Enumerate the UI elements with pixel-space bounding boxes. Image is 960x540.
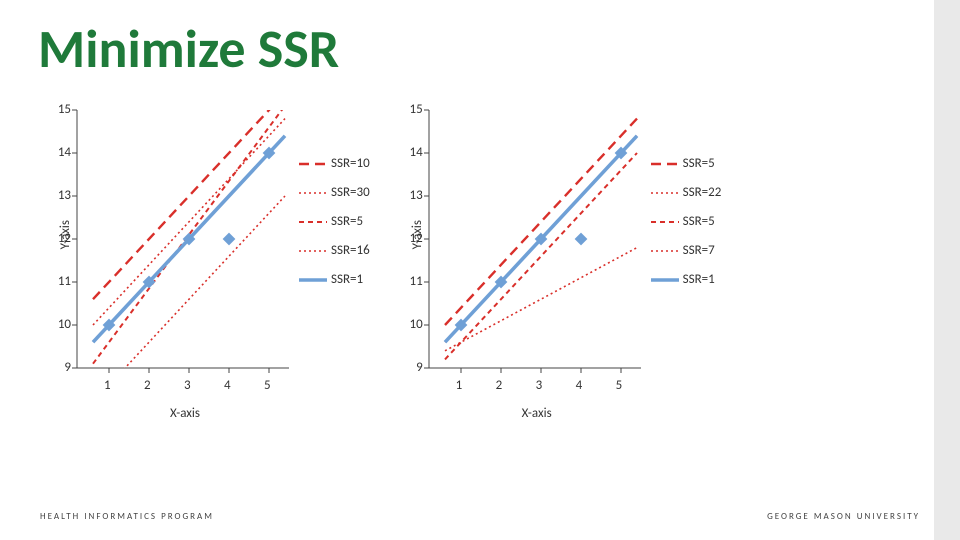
legend-swatch	[299, 273, 327, 287]
y-tick-label: 10	[47, 317, 71, 332]
legend-swatch	[299, 186, 327, 200]
legend-item: SSR=7	[651, 243, 722, 258]
y-tick-label: 14	[47, 145, 71, 160]
slide: Minimize SSR Y-axis910111213141512345X-a…	[0, 0, 960, 540]
legend-item: SSR=30	[299, 185, 370, 200]
x-tick-label: 3	[184, 378, 191, 393]
plot-area: 910111213141512345	[427, 110, 647, 396]
series-line	[445, 248, 637, 351]
legend-item: SSR=1	[299, 272, 370, 287]
legend-swatch	[651, 157, 679, 171]
x-tick-label: 3	[536, 378, 543, 393]
legend-item: SSR=16	[299, 243, 370, 258]
x-tick-label: 1	[456, 378, 463, 393]
legend-item: SSR=1	[651, 272, 722, 287]
legend-item: SSR=5	[651, 214, 722, 229]
y-tick-label: 15	[399, 102, 423, 117]
chart-block: 910111213141512345X-axis	[75, 110, 295, 421]
legend-item: SSR=5	[299, 214, 370, 229]
legend-label: SSR=22	[683, 185, 722, 200]
legend-label: SSR=30	[331, 185, 370, 200]
data-marker	[223, 233, 236, 246]
chart-1: Y-axis910111213141512345X-axisSSR=10SSR=…	[58, 110, 370, 450]
x-axis-label: X-axis	[170, 406, 200, 421]
legend-label: SSR=7	[683, 243, 715, 258]
legend-label: SSR=1	[683, 272, 715, 287]
y-tick-label: 15	[47, 102, 71, 117]
legend-swatch	[651, 215, 679, 229]
footer-right: GEORGE MASON UNIVERSITY	[767, 511, 920, 522]
y-tick-label: 9	[399, 360, 423, 375]
chart-svg	[75, 110, 295, 374]
legend: SSR=10 SSR=30 SSR=5 SSR=16 SSR=1	[299, 156, 370, 287]
legend-swatch	[651, 244, 679, 258]
x-axis-label: X-axis	[522, 406, 552, 421]
x-tick-label: 1	[104, 378, 111, 393]
series-line	[445, 119, 637, 325]
plot-area: 910111213141512345	[75, 110, 295, 396]
legend-label: SSR=10	[331, 156, 370, 171]
slide-footer: HEALTH INFORMATICS PROGRAM GEORGE MASON …	[40, 511, 920, 522]
series-line	[445, 153, 637, 359]
legend-swatch	[299, 215, 327, 229]
legend-label: SSR=5	[683, 156, 715, 171]
series-line	[93, 93, 285, 299]
y-tick-label: 10	[399, 317, 423, 332]
chart-block: 910111213141512345X-axis	[427, 110, 647, 421]
legend-label: SSR=5	[331, 214, 363, 229]
legend-item: SSR=10	[299, 156, 370, 171]
legend-item: SSR=22	[651, 185, 722, 200]
y-tick-label: 11	[399, 274, 423, 289]
slide-title: Minimize SSR	[38, 16, 339, 82]
legend-item: SSR=5	[651, 156, 722, 171]
footer-left: HEALTH INFORMATICS PROGRAM	[40, 511, 214, 522]
y-tick-label: 11	[47, 274, 71, 289]
x-tick-label: 2	[144, 378, 151, 393]
data-marker	[574, 233, 587, 246]
x-tick-label: 4	[576, 378, 583, 393]
y-tick-label: 13	[47, 188, 71, 203]
legend-swatch	[299, 244, 327, 258]
y-tick-label: 12	[47, 231, 71, 246]
right-sidebar-decoration	[934, 0, 960, 540]
y-tick-label: 12	[399, 231, 423, 246]
x-tick-label: 2	[496, 378, 503, 393]
chart-svg	[427, 110, 647, 374]
legend-swatch	[651, 186, 679, 200]
legend-label: SSR=5	[683, 214, 715, 229]
x-tick-label: 5	[616, 378, 623, 393]
y-tick-label: 9	[47, 360, 71, 375]
chart-2: Y-axis910111213141512345X-axisSSR=5SSR=2…	[410, 110, 722, 450]
legend-label: SSR=16	[331, 243, 370, 258]
legend: SSR=5 SSR=22 SSR=5 SSR=7 SSR=1	[651, 156, 722, 287]
legend-swatch	[651, 273, 679, 287]
x-tick-label: 5	[264, 378, 271, 393]
series-line	[93, 119, 285, 325]
charts-container: Y-axis910111213141512345X-axisSSR=10SSR=…	[58, 110, 902, 450]
x-tick-label: 4	[224, 378, 231, 393]
y-tick-label: 14	[399, 145, 423, 160]
legend-label: SSR=1	[331, 272, 363, 287]
y-tick-label: 13	[399, 188, 423, 203]
legend-swatch	[299, 157, 327, 171]
